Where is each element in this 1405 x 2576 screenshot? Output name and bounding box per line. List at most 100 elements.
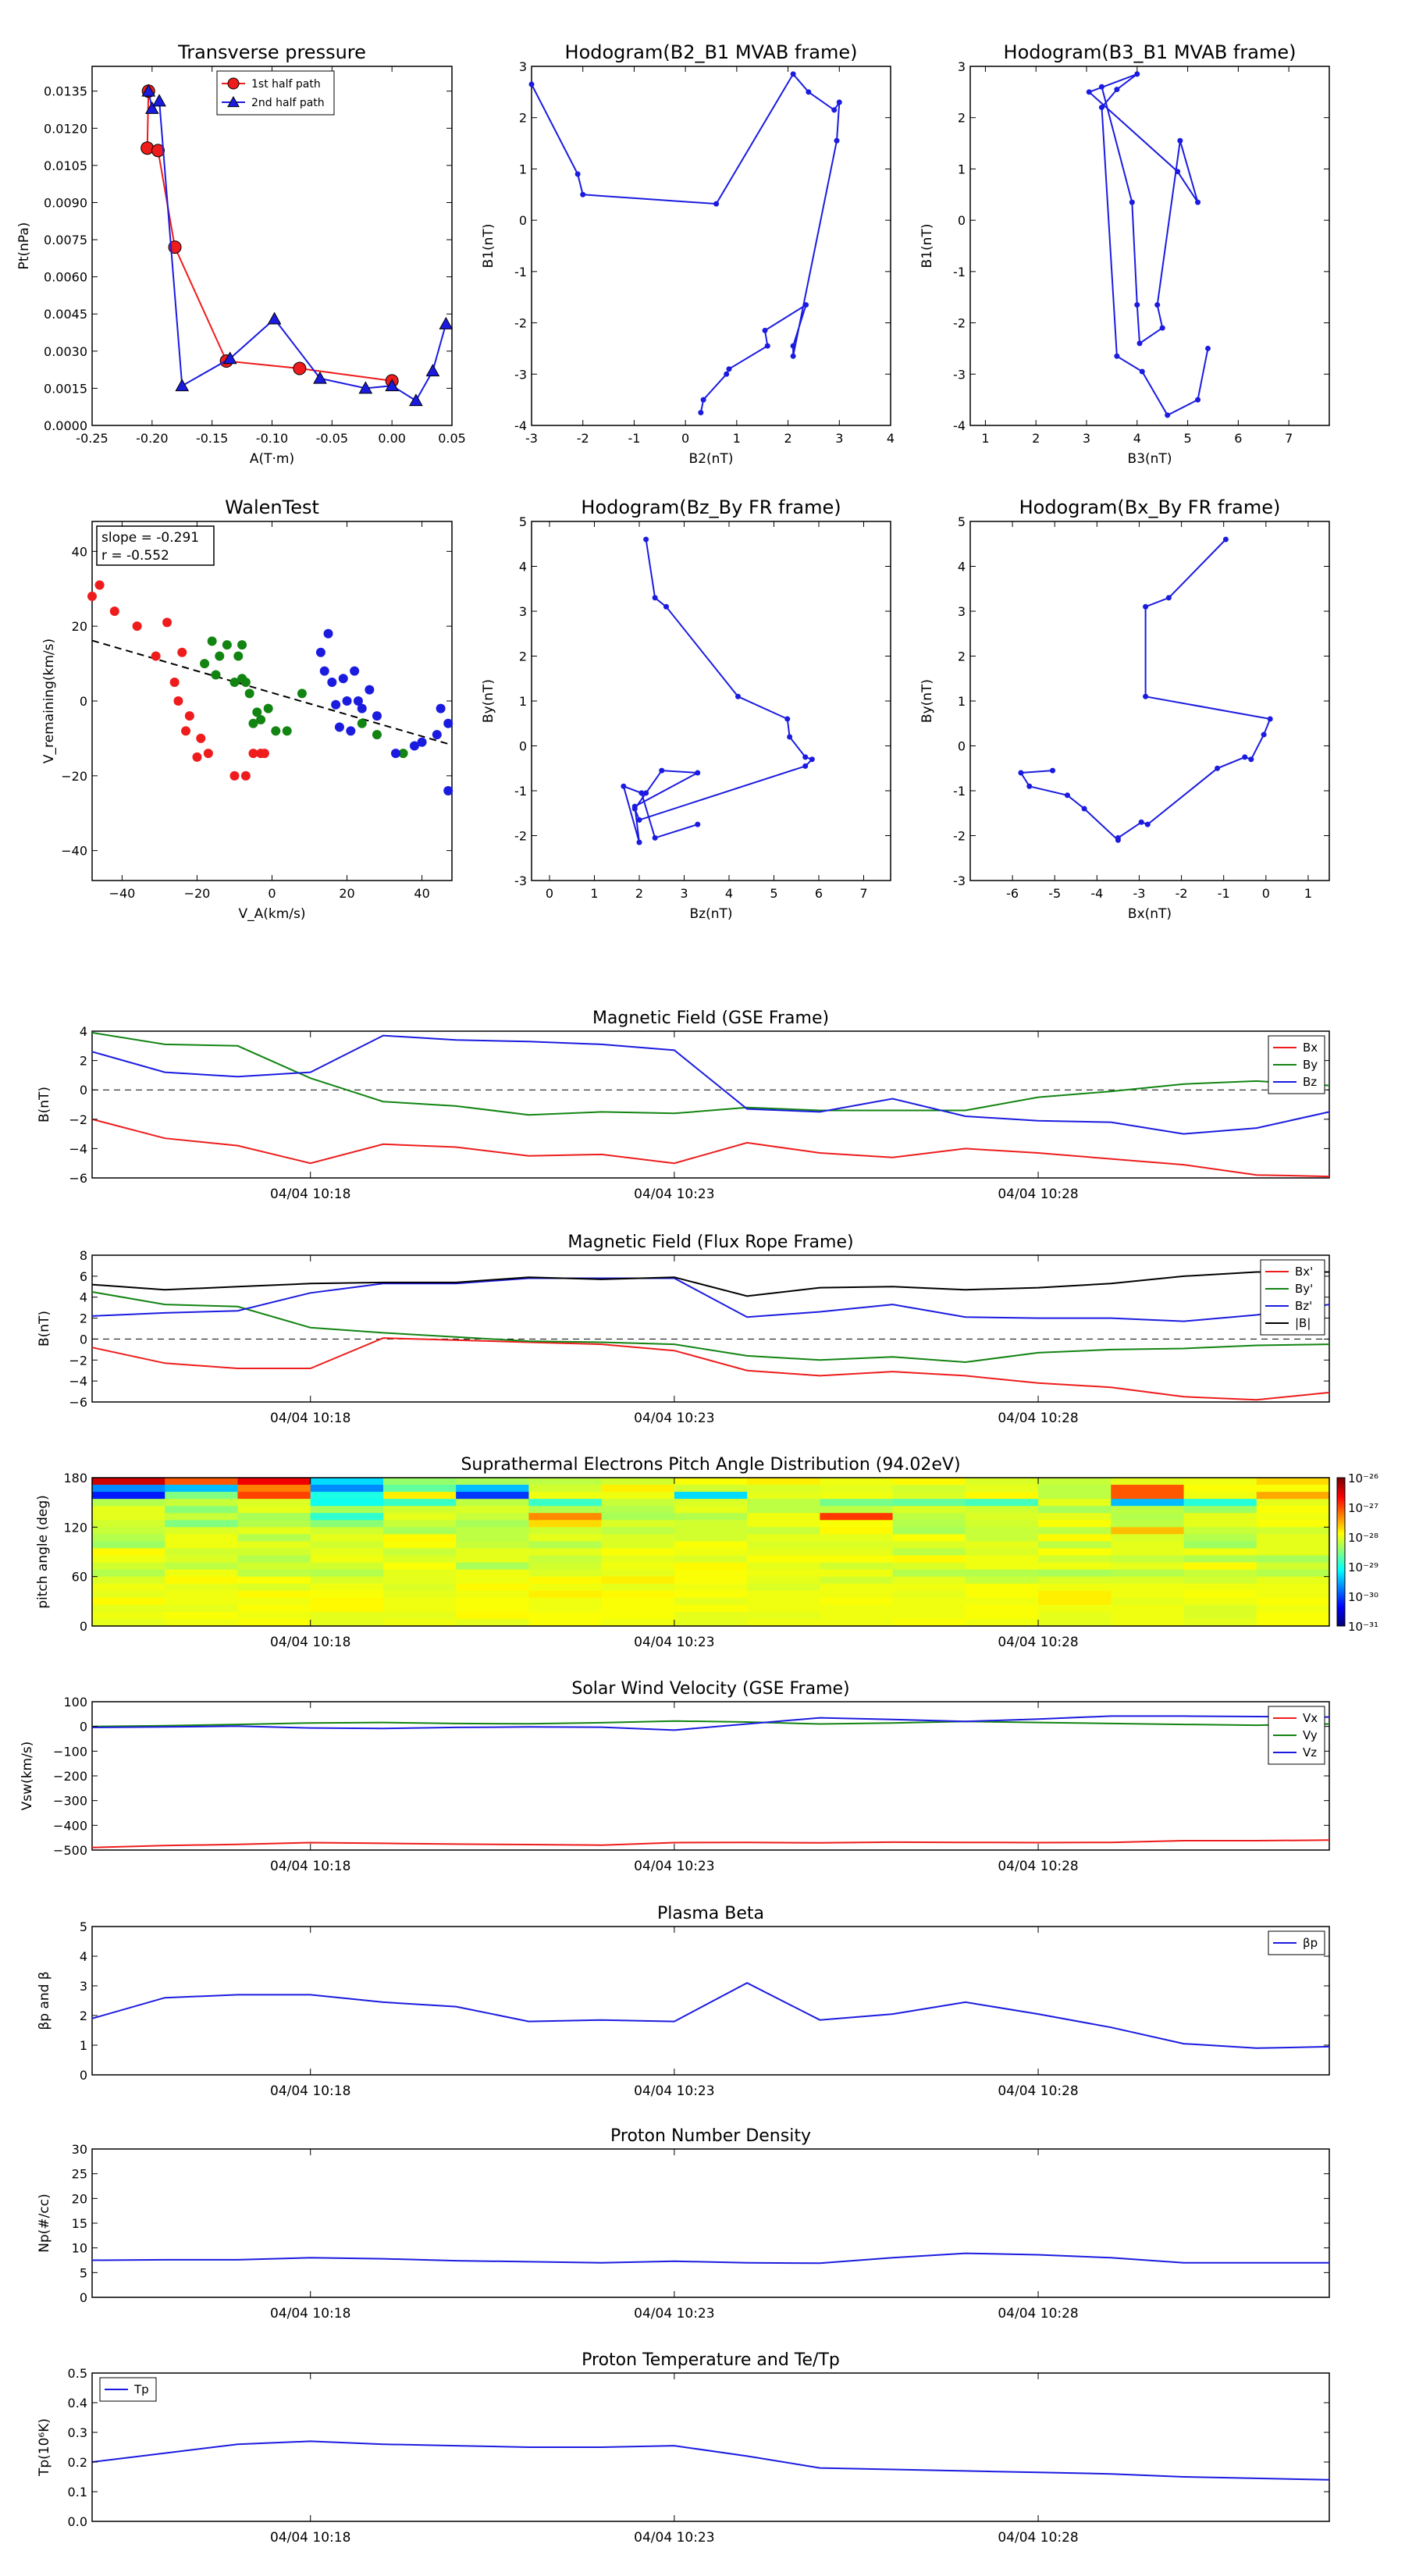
heatmap-cell bbox=[310, 1534, 384, 1542]
y-tick-label: -3 bbox=[953, 367, 966, 382]
heatmap-cell bbox=[747, 1527, 820, 1535]
chart-title: Suprathermal Electrons Pitch Angle Distr… bbox=[461, 1455, 960, 1475]
y-tick-label: 0.0030 bbox=[44, 344, 87, 359]
heatmap-cell bbox=[165, 1520, 239, 1528]
y-tick-label: −40 bbox=[61, 844, 87, 859]
y-tick-label: 3 bbox=[958, 59, 966, 74]
heatmap-cell bbox=[1256, 1604, 1330, 1613]
heatmap-cell bbox=[528, 1492, 603, 1500]
heatmap-cell bbox=[165, 1597, 239, 1606]
scatter-point bbox=[132, 621, 142, 632]
heatmap-cell bbox=[747, 1562, 820, 1571]
scatter-point bbox=[350, 666, 360, 676]
colorbar-cell bbox=[1337, 1574, 1345, 1578]
colorbar-cell bbox=[1337, 1559, 1345, 1563]
heatmap-cell bbox=[92, 1597, 165, 1606]
data-point bbox=[636, 817, 642, 823]
y-tick-label: -1 bbox=[953, 265, 966, 279]
heatmap-cell bbox=[165, 1478, 239, 1485]
heatmap-cell bbox=[528, 1590, 603, 1599]
heatmap-cell bbox=[1183, 1583, 1257, 1592]
colorbar-cell bbox=[1337, 1596, 1345, 1599]
y-tick-label: -1 bbox=[514, 265, 527, 279]
heatmap-cell bbox=[382, 1541, 457, 1550]
data-point bbox=[643, 790, 649, 796]
y-tick-label: 5 bbox=[80, 2265, 87, 2280]
colorbar-cell bbox=[1337, 1497, 1345, 1500]
heatmap-cell bbox=[92, 1583, 165, 1592]
heatmap-cell bbox=[892, 1604, 966, 1613]
scatter-point bbox=[173, 696, 183, 706]
heatmap-cell bbox=[528, 1576, 603, 1585]
heatmap-cell bbox=[965, 1569, 1039, 1578]
x-tick-label: 3 bbox=[680, 886, 688, 901]
x-tick-label: -0.25 bbox=[76, 431, 108, 446]
colorbar-cell bbox=[1337, 1582, 1345, 1585]
heatmap-cell bbox=[892, 1506, 966, 1514]
heatmap-cell bbox=[528, 1604, 603, 1613]
scatter-point bbox=[443, 718, 454, 728]
y-tick-label: 0.0090 bbox=[44, 195, 87, 210]
colorbar-cell bbox=[1337, 1480, 1345, 1483]
scatter-point bbox=[338, 674, 348, 684]
heatmap-cell bbox=[820, 1583, 894, 1592]
colorbar-cell bbox=[1337, 1608, 1345, 1612]
heatmap-cell bbox=[1111, 1506, 1185, 1514]
heatmap-cell bbox=[456, 1520, 530, 1528]
x-tick-label: −20 bbox=[184, 886, 211, 901]
heatmap-cell bbox=[310, 1548, 384, 1557]
data-point bbox=[698, 410, 704, 416]
heatmap-cell bbox=[528, 1478, 603, 1485]
x-axis-label: Bz(nT) bbox=[689, 906, 732, 922]
heatmap-cell bbox=[601, 1576, 675, 1585]
time-tick-label: 04/04 10:18 bbox=[270, 1859, 350, 1874]
y-axis-label: pitch angle (deg) bbox=[35, 1495, 51, 1609]
y-tick-label: 3 bbox=[958, 604, 966, 619]
series-βp bbox=[91, 1982, 1330, 2049]
y-tick-label: 0.2 bbox=[68, 2455, 87, 2470]
time-tick-label: 04/04 10:23 bbox=[634, 1635, 714, 1650]
heatmap-cell bbox=[1038, 1534, 1112, 1542]
chart-title: Hodogram(Bx_By FR frame) bbox=[1019, 496, 1281, 518]
heatmap-cell bbox=[1111, 1590, 1185, 1599]
y-tick-label: −2 bbox=[69, 1353, 87, 1368]
heatmap-cell bbox=[1111, 1499, 1185, 1507]
scatter-point bbox=[87, 591, 97, 601]
heatmap-cell bbox=[1183, 1534, 1257, 1542]
scatter-point bbox=[390, 749, 400, 759]
heatmap-cell bbox=[747, 1520, 820, 1528]
colorbar-cell bbox=[1337, 1500, 1345, 1503]
heatmap-cell bbox=[165, 1534, 239, 1542]
y-tick-label: 0.4 bbox=[68, 2396, 87, 2411]
colorbar-cell bbox=[1337, 1489, 1345, 1493]
y-tick-label: 0.0135 bbox=[44, 84, 87, 99]
y-tick-label: −300 bbox=[53, 1794, 87, 1809]
x-tick-label: 1 bbox=[981, 431, 989, 446]
heatmap-cell bbox=[1256, 1520, 1330, 1528]
y-tick-label: 1 bbox=[958, 694, 966, 709]
heatmap-cell bbox=[747, 1569, 820, 1578]
heatmap-cell bbox=[92, 1513, 165, 1521]
heatmap-cell bbox=[165, 1583, 239, 1592]
heatmap-cell bbox=[1256, 1576, 1330, 1585]
heatmap-cell bbox=[674, 1576, 748, 1585]
heatmap-cell bbox=[528, 1527, 603, 1535]
data-point bbox=[1175, 169, 1181, 175]
heatmap-cell bbox=[1038, 1618, 1112, 1627]
y-tick-label: 0 bbox=[80, 2068, 87, 2083]
time-tick-label: 04/04 10:18 bbox=[270, 1411, 350, 1426]
y-tick-label: 4 bbox=[80, 1949, 87, 1964]
y-axis-label: B1(nT) bbox=[481, 224, 496, 269]
heatmap-cell bbox=[820, 1604, 894, 1613]
data-point bbox=[1165, 595, 1172, 601]
heatmap-cell bbox=[456, 1513, 530, 1521]
data-point bbox=[1222, 536, 1229, 543]
annotation-r: r = -0.552 bbox=[101, 548, 169, 564]
heatmap-cell bbox=[310, 1485, 384, 1493]
heatmap-cell bbox=[965, 1506, 1039, 1514]
heatmap-cell bbox=[237, 1548, 311, 1557]
colorbar-cell bbox=[1337, 1593, 1345, 1597]
x-tick-label: 1 bbox=[733, 431, 741, 446]
scatter-point bbox=[184, 711, 194, 721]
